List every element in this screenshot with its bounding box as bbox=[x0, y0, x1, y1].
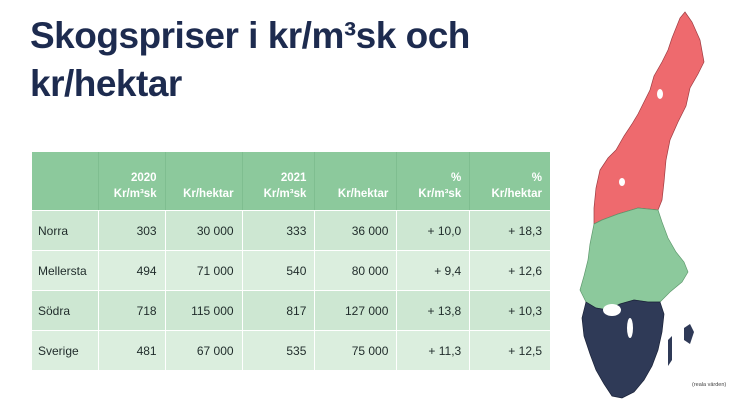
table-row: Sverige 481 67 000 535 75 000 + 11,3 + 1… bbox=[32, 330, 550, 370]
map-gotland bbox=[684, 324, 694, 344]
table-header-row: 2020 Kr/m³sk Kr/hektar 2021 Kr/m³sk Kr/h… bbox=[32, 152, 550, 210]
header-pct-m3sk: % Kr/m³sk bbox=[397, 152, 471, 210]
cell-m3-2021: 333 bbox=[242, 210, 316, 250]
header-2020-hektar: Kr/hektar bbox=[165, 152, 243, 210]
title-line-2: kr/hektar bbox=[30, 63, 182, 104]
cell-ha-2020: 67 000 bbox=[165, 330, 243, 370]
cell-pct-m3: + 13,8 bbox=[397, 290, 471, 330]
header-2021-hektar-unit: Kr/hektar bbox=[337, 188, 389, 200]
map-region-mellersta bbox=[579, 207, 689, 311]
cell-region: Norra bbox=[32, 210, 100, 250]
cell-m3-2020: 494 bbox=[99, 250, 166, 290]
header-2020-year: 2020 bbox=[131, 172, 157, 184]
cell-m3-2020: 718 bbox=[99, 290, 166, 330]
note-real-values: (reala värden) bbox=[692, 382, 727, 388]
header-pct-hektar: % Kr/hektar bbox=[470, 152, 550, 210]
header-2021-m3sk: 2021 Kr/m³sk bbox=[242, 152, 316, 210]
cell-ha-2021: 127 000 bbox=[315, 290, 398, 330]
cell-ha-2021: 75 000 bbox=[315, 330, 398, 370]
header-pct-hektar-unit: Kr/hektar bbox=[491, 188, 543, 200]
map-region-norra bbox=[593, 11, 705, 225]
title-line-1: Skogspriser i kr/m³sk och bbox=[30, 15, 470, 56]
cell-m3-2021: 817 bbox=[242, 290, 316, 330]
header-2020-m3sk-unit: Kr/m³sk bbox=[113, 188, 157, 200]
cell-pct-m3: + 10,0 bbox=[397, 210, 471, 250]
header-pct-hektar-symbol: % bbox=[531, 172, 542, 184]
cell-pct-ha: + 12,5 bbox=[470, 330, 550, 370]
header-2021-year: 2021 bbox=[280, 172, 307, 184]
cell-ha-2020: 115 000 bbox=[165, 290, 243, 330]
cell-ha-2021: 80 000 bbox=[315, 250, 398, 290]
page-title: Skogspriser i kr/m³sk och kr/hektar bbox=[30, 12, 550, 108]
table-row: Mellersta 494 71 000 540 80 000 + 9,4 + … bbox=[32, 250, 550, 290]
cell-pct-ha: + 18,3 bbox=[470, 210, 550, 250]
cell-m3-2020: 303 bbox=[99, 210, 166, 250]
cell-pct-m3: + 11,3 bbox=[397, 330, 471, 370]
cell-ha-2020: 30 000 bbox=[165, 210, 243, 250]
cell-m3-2021: 540 bbox=[242, 250, 316, 290]
cell-region: Mellersta bbox=[32, 250, 100, 290]
cell-pct-m3: + 9,4 bbox=[397, 250, 471, 290]
table-row: Norra 303 30 000 333 36 000 + 10,0 + 18,… bbox=[32, 210, 550, 250]
header-pct-m3sk-unit: Kr/m³sk bbox=[418, 188, 462, 200]
map-lake-storsjon bbox=[619, 178, 625, 186]
cell-pct-ha: + 10,3 bbox=[470, 290, 550, 330]
cell-pct-ha: + 12,6 bbox=[470, 250, 550, 290]
cell-region: Sverige bbox=[32, 330, 100, 370]
cell-m3-2020: 481 bbox=[99, 330, 166, 370]
header-2020-hektar-unit: Kr/hektar bbox=[183, 188, 234, 200]
map-oland bbox=[668, 336, 672, 366]
header-pct-m3sk-symbol: % bbox=[451, 172, 462, 184]
map-lake-vanern bbox=[603, 304, 621, 316]
cell-region: Södra bbox=[32, 290, 100, 330]
map-lake-north bbox=[657, 89, 663, 99]
table-row: Södra 718 115 000 817 127 000 + 13,8 + 1… bbox=[32, 290, 550, 330]
map-region-sodra bbox=[581, 299, 665, 399]
header-2021-m3sk-unit: Kr/m³sk bbox=[263, 188, 307, 200]
map-lake-vattern bbox=[627, 318, 633, 338]
cell-ha-2021: 36 000 bbox=[315, 210, 398, 250]
header-2021-hektar: Kr/hektar bbox=[315, 152, 398, 210]
header-region bbox=[32, 152, 100, 210]
header-2020-m3sk: 2020 Kr/m³sk bbox=[99, 152, 166, 210]
cell-m3-2021: 535 bbox=[242, 330, 316, 370]
sweden-map bbox=[579, 11, 705, 399]
cell-ha-2020: 71 000 bbox=[165, 250, 243, 290]
price-table: 2020 Kr/m³sk Kr/hektar 2021 Kr/m³sk Kr/h… bbox=[32, 152, 550, 370]
